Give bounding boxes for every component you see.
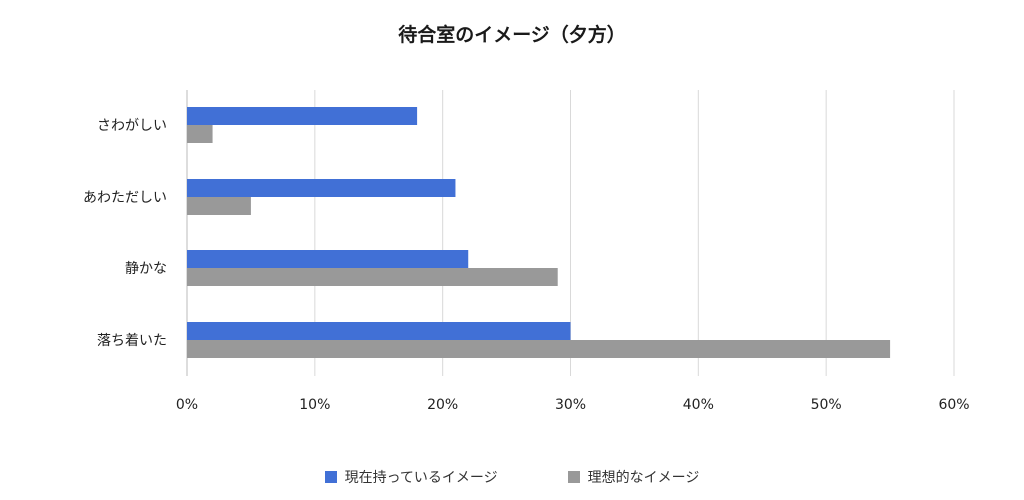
bar-ideal	[187, 197, 251, 215]
legend: 現在持っているイメージ 理想的なイメージ	[0, 467, 1024, 487]
legend-label-ideal: 理想的なイメージ	[587, 470, 700, 486]
x-tick-label: 0%	[176, 397, 198, 413]
bar-ideal	[187, 340, 891, 358]
x-tick-label: 30%	[555, 397, 586, 413]
bar-current	[187, 179, 456, 197]
category-label: さわがしい	[97, 118, 167, 134]
bar-current	[187, 322, 571, 340]
x-tick-label: 20%	[427, 397, 458, 413]
bar-current	[187, 107, 418, 125]
legend-item-current: 現在持っているイメージ	[324, 467, 498, 487]
x-tick-label: 60%	[938, 397, 969, 413]
x-tick-label: 50%	[811, 397, 842, 413]
x-tick-label: 40%	[683, 397, 714, 413]
legend-item-ideal: 理想的なイメージ	[567, 467, 700, 487]
bar-current	[187, 250, 469, 268]
legend-swatch-ideal	[567, 471, 580, 483]
category-label: 落ち着いた	[97, 333, 167, 349]
chart-title: 待合室のイメージ（夕方）	[398, 24, 626, 46]
category-label: あわただしい	[83, 190, 167, 206]
bar-ideal	[187, 125, 213, 143]
legend-swatch-current	[324, 471, 337, 483]
category-label: 静かな	[125, 261, 167, 277]
bar-ideal	[187, 268, 558, 286]
legend-label-current: 現在持っているイメージ	[344, 470, 498, 486]
x-tick-label: 10%	[299, 397, 330, 413]
